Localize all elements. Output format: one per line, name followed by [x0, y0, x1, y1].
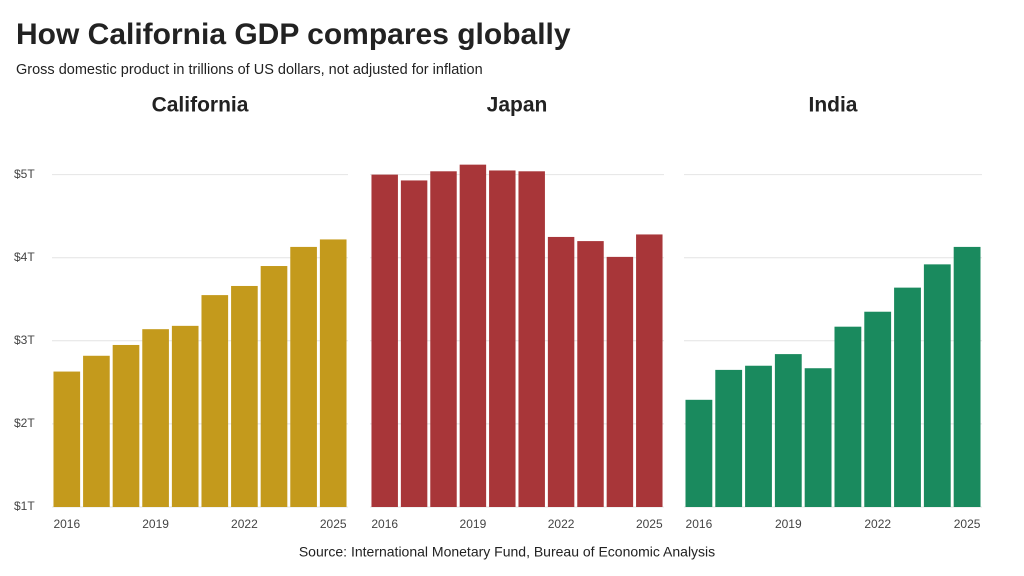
bar: [804, 368, 832, 507]
bar: [371, 174, 398, 507]
x-tick-label: 2019: [775, 517, 802, 531]
x-tick-label: 2016: [371, 517, 398, 531]
y-tick-label: $2T: [14, 416, 35, 430]
x-tick-label: 2019: [460, 517, 487, 531]
bar: [290, 246, 317, 507]
bar: [953, 246, 981, 507]
bar: [53, 371, 81, 507]
bar: [260, 266, 288, 507]
x-tick-label: 2022: [231, 517, 258, 531]
y-tick-label: $5T: [14, 167, 35, 181]
y-tick-label: $4T: [14, 250, 35, 264]
bar: [864, 311, 892, 507]
chart-subtitle: Gross domestic product in trillions of U…: [16, 62, 483, 78]
bar: [319, 239, 347, 507]
bar: [518, 171, 545, 508]
x-tick-label: 2025: [954, 517, 981, 531]
x-tick-label: 2022: [864, 517, 891, 531]
y-tick-label: $3T: [14, 333, 35, 347]
bar: [577, 241, 604, 507]
bar: [83, 355, 110, 507]
bar: [774, 354, 802, 507]
panel-title: Japan: [487, 94, 548, 117]
bar: [685, 399, 713, 507]
bar: [636, 234, 663, 507]
x-tick-label: 2016: [686, 517, 713, 531]
bar: [231, 285, 258, 507]
bar: [489, 170, 516, 507]
x-tick-label: 2025: [636, 517, 663, 531]
panel-title: India: [808, 94, 857, 117]
bar: [834, 326, 862, 507]
bar: [923, 264, 951, 507]
panel-title: California: [152, 94, 249, 117]
x-tick-label: 2025: [320, 517, 347, 531]
bar: [547, 236, 575, 507]
x-tick-label: 2022: [548, 517, 575, 531]
x-tick-label: 2016: [53, 517, 80, 531]
bar: [142, 329, 169, 507]
bar: [745, 365, 772, 507]
y-tick-label: $1T: [14, 499, 35, 513]
chart-title: How California GDP compares globally: [16, 18, 571, 51]
bar: [112, 344, 140, 507]
bar: [715, 369, 743, 507]
bar: [606, 256, 634, 507]
bar: [430, 171, 457, 508]
x-tick-label: 2019: [142, 517, 169, 531]
bar: [201, 295, 229, 507]
bar: [400, 180, 428, 507]
bar: [459, 164, 487, 507]
bar: [894, 287, 921, 507]
source: Source: International Monetary Fund, Bur…: [299, 544, 715, 560]
bar: [171, 325, 199, 507]
